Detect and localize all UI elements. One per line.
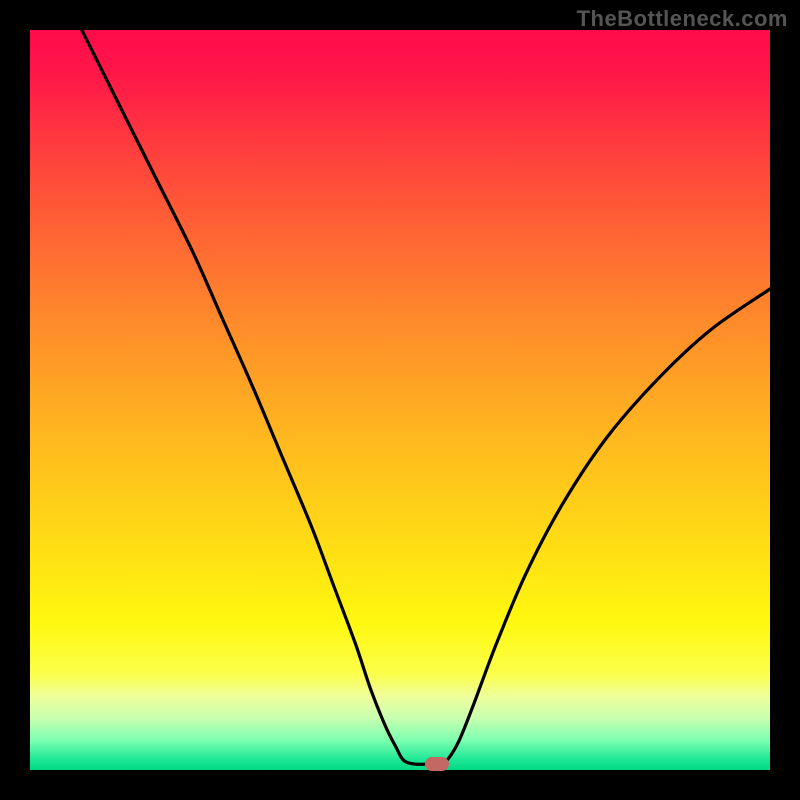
optimal-point-marker	[425, 757, 449, 771]
chart-plot-area	[30, 30, 770, 770]
bottleneck-curve	[30, 30, 770, 770]
watermark-text: TheBottleneck.com	[577, 6, 788, 32]
